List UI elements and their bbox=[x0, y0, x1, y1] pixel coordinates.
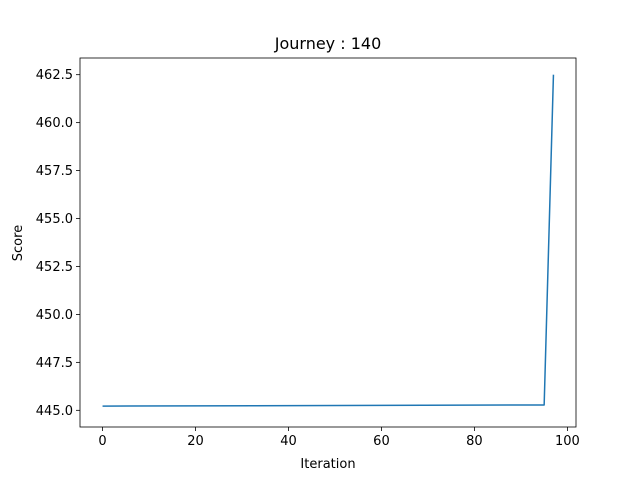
y-tick-label: 462.5 bbox=[36, 68, 73, 83]
y-tick-label: 460.0 bbox=[36, 116, 73, 131]
plot-layer: 0 20 40 60 80 100 445.0 447.5 450.0 452.5 455.0 457… bbox=[36, 57, 580, 449]
y-tick-label: 450.0 bbox=[36, 308, 73, 323]
x-tick-label: 0 bbox=[98, 434, 106, 449]
y-tick-label: 455.0 bbox=[36, 212, 73, 227]
plot-frame bbox=[79, 57, 577, 428]
x-axis-label: Iteration bbox=[300, 457, 355, 472]
x-tick-label: 40 bbox=[280, 434, 297, 449]
x-tick-label: 60 bbox=[373, 434, 390, 449]
y-tick-label: 445.0 bbox=[36, 404, 73, 419]
x-tick-label: 100 bbox=[555, 434, 580, 449]
x-tick-label: 80 bbox=[466, 434, 483, 449]
chart-title: Journey : 140 bbox=[274, 34, 382, 53]
x-tick-label: 20 bbox=[187, 434, 204, 449]
series-line-0 bbox=[102, 74, 555, 407]
y-axis-label: Score bbox=[11, 225, 26, 261]
y-tick-label: 452.5 bbox=[36, 260, 73, 275]
y-tick-label: 457.5 bbox=[36, 164, 73, 179]
y-tick-label: 447.5 bbox=[36, 356, 73, 371]
